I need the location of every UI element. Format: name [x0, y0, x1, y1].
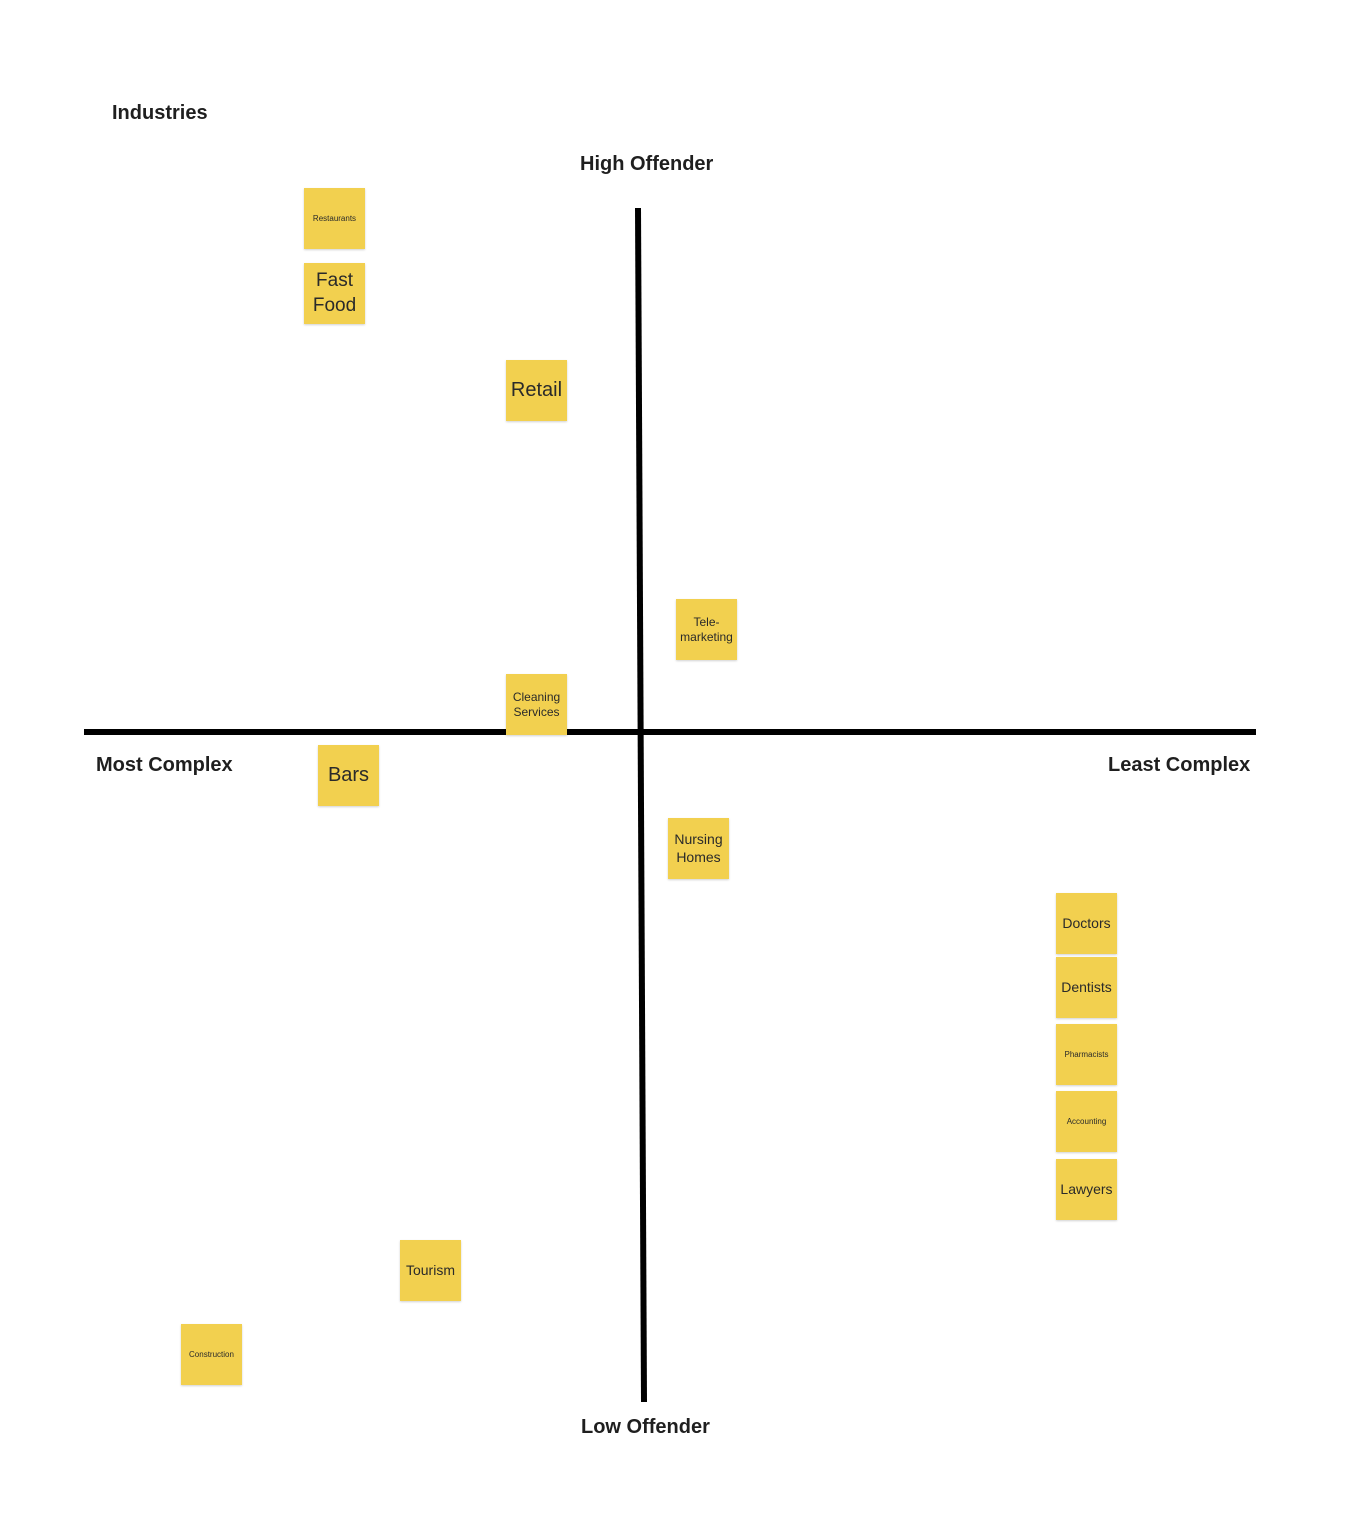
sticky-note-restaurants[interactable]: Restaurants	[304, 188, 365, 249]
axis-label-most-complex: Most Complex	[96, 754, 233, 776]
sticky-note-accounting[interactable]: Accounting	[1056, 1091, 1117, 1152]
sticky-note-telemarketing[interactable]: Tele- marketing	[676, 599, 737, 660]
axis-label-high-offender: High Offender	[580, 153, 714, 175]
sticky-note-retail[interactable]: Retail	[506, 360, 567, 421]
sticky-note-pharmacists[interactable]: Pharmacists	[1056, 1024, 1117, 1085]
sticky-note-lawyers[interactable]: Lawyers	[1056, 1159, 1117, 1220]
axis-label-least-complex: Least Complex	[1108, 754, 1251, 776]
sticky-note-doctors[interactable]: Doctors	[1056, 893, 1117, 954]
axis-label-low-offender: Low Offender	[581, 1416, 710, 1438]
sticky-note-nursing-homes[interactable]: Nursing Homes	[668, 818, 729, 879]
vertical-axis-line	[635, 207, 647, 1403]
sticky-note-cleaning-services[interactable]: Cleaning Services	[506, 674, 567, 735]
sticky-note-construction[interactable]: Construction	[181, 1324, 242, 1385]
sticky-note-dentists[interactable]: Dentists	[1056, 957, 1117, 1018]
sticky-note-bars[interactable]: Bars	[318, 745, 379, 806]
sticky-note-fast-food[interactable]: Fast Food	[304, 263, 365, 324]
sticky-note-tourism[interactable]: Tourism	[400, 1240, 461, 1301]
board-title: Industries	[112, 102, 208, 124]
